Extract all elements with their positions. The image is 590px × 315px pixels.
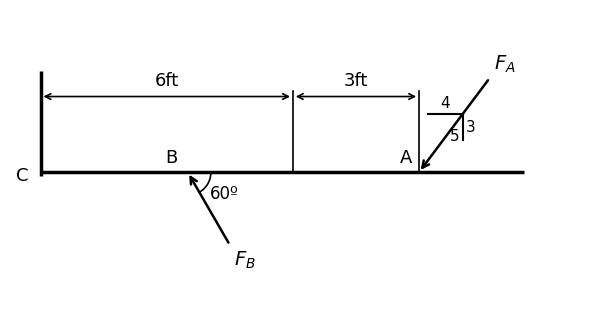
Text: A: A bbox=[401, 149, 413, 167]
Text: 60º: 60º bbox=[210, 185, 238, 203]
Text: C: C bbox=[15, 167, 28, 185]
Text: $F_A$: $F_A$ bbox=[494, 53, 516, 75]
Text: 3ft: 3ft bbox=[344, 72, 368, 90]
Text: 6ft: 6ft bbox=[155, 72, 179, 90]
Text: $F_B$: $F_B$ bbox=[234, 250, 255, 272]
Text: B: B bbox=[165, 149, 177, 167]
Text: 5: 5 bbox=[450, 129, 460, 144]
Text: 4: 4 bbox=[440, 96, 450, 111]
Text: 3: 3 bbox=[466, 120, 476, 135]
